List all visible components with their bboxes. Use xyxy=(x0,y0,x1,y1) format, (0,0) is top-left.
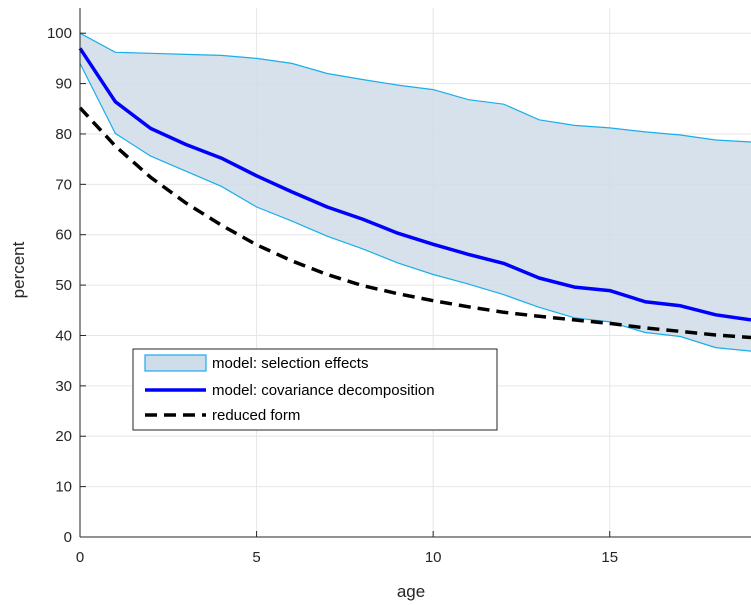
y-tick-label: 10 xyxy=(55,479,72,496)
x-tick-label: 0 xyxy=(76,549,84,566)
legend-label: reduced form xyxy=(212,407,300,424)
y-tick-label: 60 xyxy=(55,227,72,244)
y-tick-label: 20 xyxy=(55,428,72,445)
selection-effects-band xyxy=(79,32,751,352)
legend-label: model: covariance decomposition xyxy=(212,382,435,399)
tick-labels: 0 5 10 15 0 10 20 30 40 50 60 70 80 90 100 xyxy=(47,25,618,566)
legend: model: selection effects model: covarianc… xyxy=(132,348,498,431)
legend-label: model: selection effects xyxy=(212,355,368,372)
y-tick-label: 50 xyxy=(55,277,72,294)
y-tick-label: 70 xyxy=(55,176,72,193)
x-tick-label: 15 xyxy=(601,549,618,566)
y-tick-label: 0 xyxy=(64,529,72,546)
y-tick-label: 40 xyxy=(55,327,72,344)
axes xyxy=(79,8,751,538)
x-tick-label: 5 xyxy=(252,549,260,566)
y-tick-label: 100 xyxy=(47,25,72,42)
series-line-reduced-form xyxy=(78,106,751,340)
band-lower-edge xyxy=(79,63,751,352)
x-tick-label: 10 xyxy=(425,549,442,566)
y-tick-label: 80 xyxy=(55,126,72,143)
legend-swatch-band xyxy=(144,354,207,372)
y-tick-label: 30 xyxy=(55,378,72,395)
series-lines xyxy=(78,47,751,340)
series-line-covariance-decomposition xyxy=(78,47,751,322)
y-tick-label: 90 xyxy=(55,76,72,93)
band-area xyxy=(80,33,751,352)
x-axis-label: age xyxy=(397,582,425,601)
band-upper-edge xyxy=(79,32,751,143)
y-axis-label: percent xyxy=(9,241,28,298)
